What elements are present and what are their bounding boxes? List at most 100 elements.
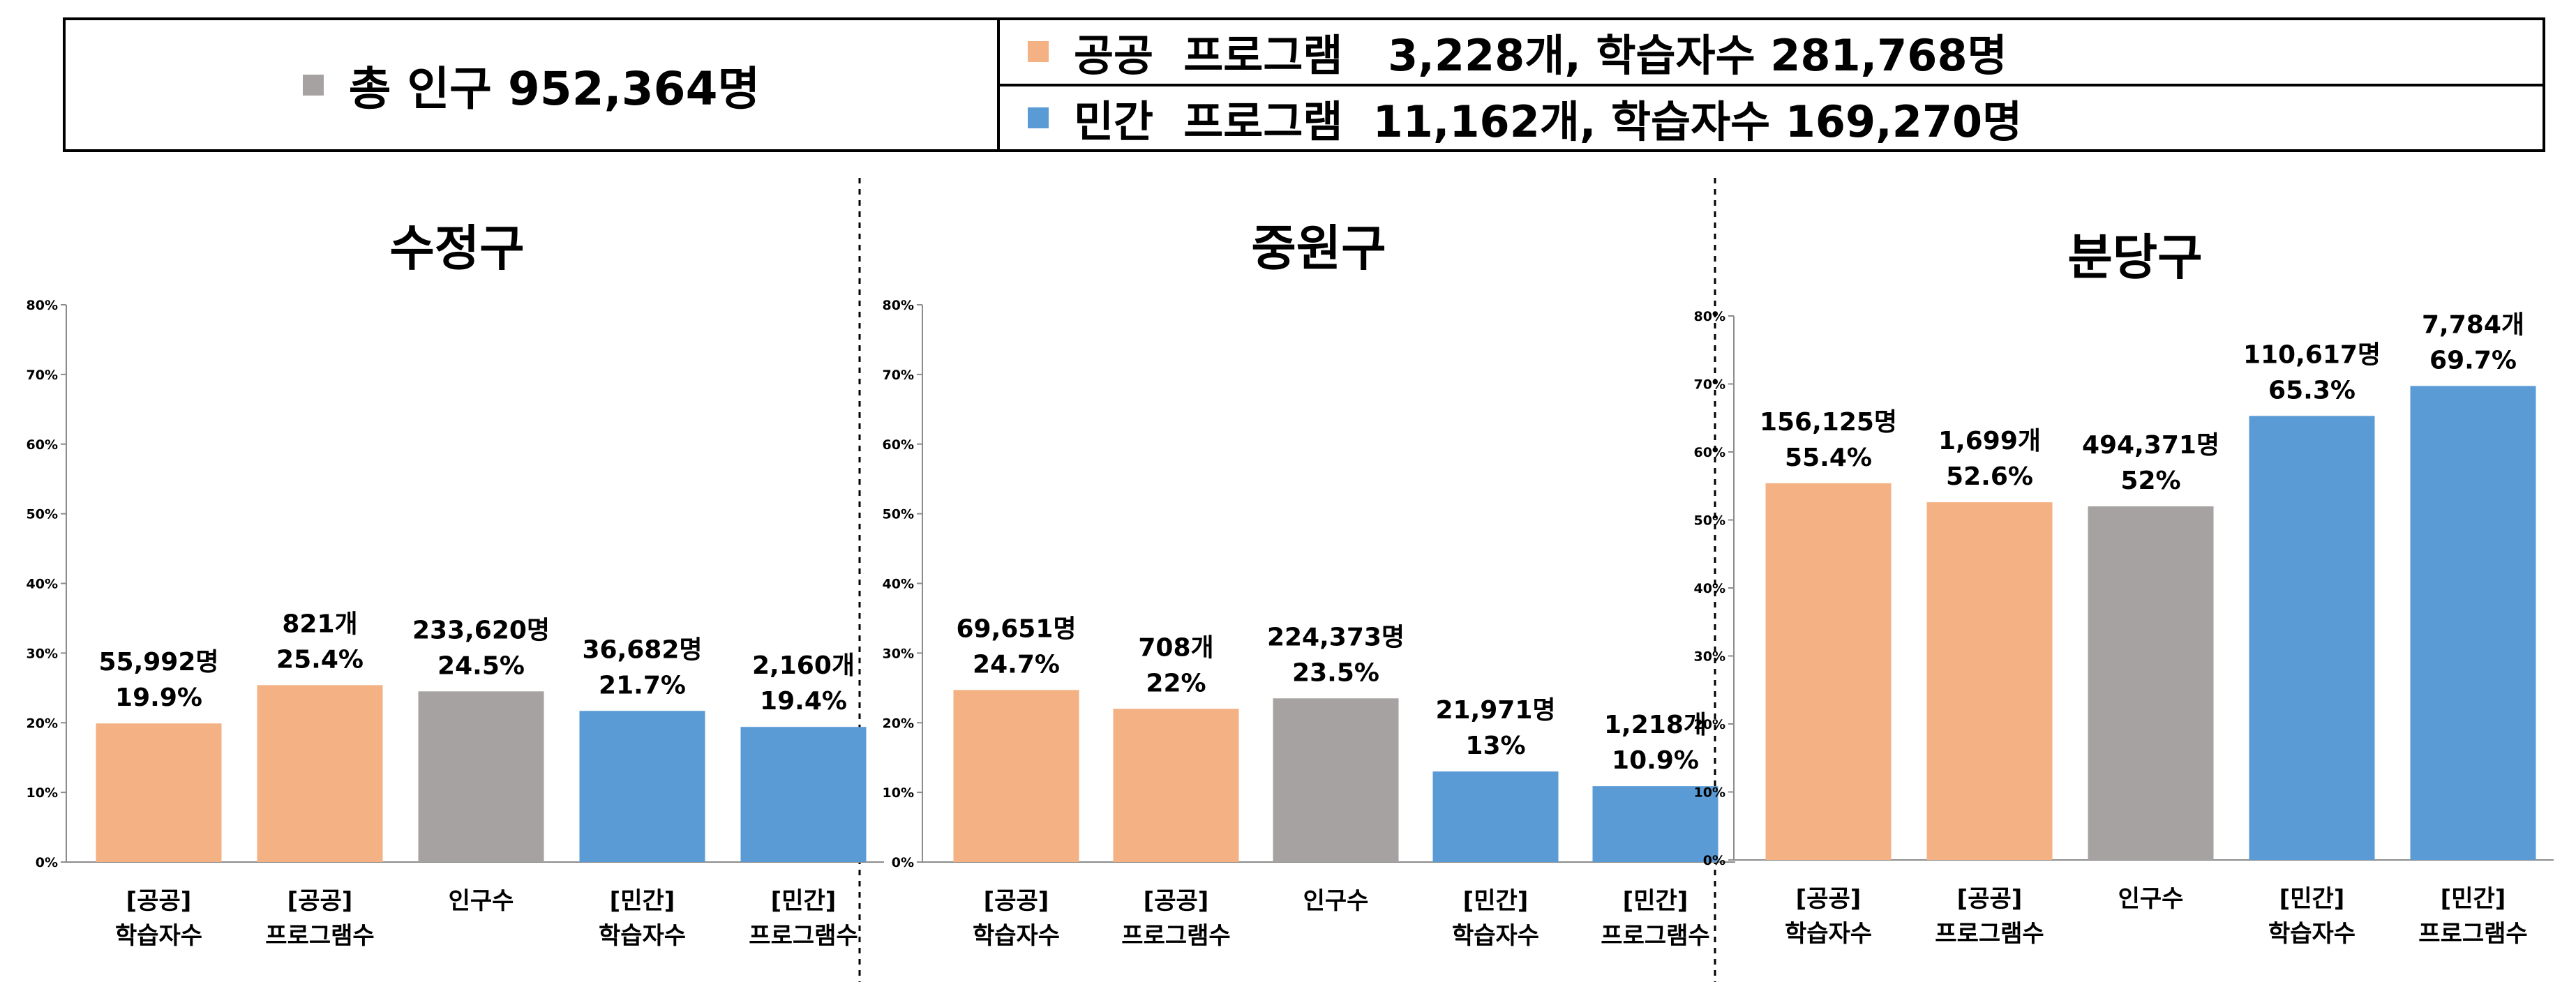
y-tick-label: 20% — [883, 716, 914, 731]
chart-title: 분당구 — [2067, 229, 2202, 286]
x-category-label: 프로그램수 — [1935, 920, 2044, 948]
x-category-label: 인구수 — [1303, 887, 1369, 915]
y-tick-label: 70% — [1694, 377, 1725, 393]
y-tick-label: 30% — [883, 646, 914, 661]
y-tick-label: 10% — [27, 785, 58, 801]
x-category-label: [민간] — [610, 887, 675, 915]
x-category-label: 학습자수 — [2268, 920, 2356, 948]
bar-percent-label: 55.4% — [1785, 444, 1872, 472]
bar-percent-label: 24.5% — [437, 651, 525, 680]
bar-percent-label: 52.6% — [1946, 462, 2033, 491]
bar-percent-label: 19.9% — [115, 683, 202, 712]
y-tick-label: 80% — [27, 298, 58, 313]
bar-count-label: 494,371명 — [2082, 431, 2219, 460]
bar — [1273, 698, 1399, 862]
x-category-label: [민간] — [771, 887, 837, 915]
chart-panel: 분당구 0% 10% 20% 30% 40% 50% 60% 70% 80% 156,125명 55.… — [1694, 229, 2554, 948]
bar — [2410, 386, 2536, 860]
bar-percent-label: 52% — [2120, 467, 2180, 495]
y-tick-label: 50% — [883, 507, 914, 522]
bar-count-label: 708개 — [1138, 633, 1213, 662]
total-population-cell: 총 인구 952,364명 — [66, 20, 1000, 149]
public-legend-swatch — [1028, 41, 1049, 63]
bar — [1113, 709, 1239, 862]
bar-percent-label: 65.3% — [2268, 376, 2356, 405]
bar — [1432, 771, 1559, 862]
x-category-label: [민간] — [2441, 885, 2506, 913]
x-category-label: [민간] — [1623, 887, 1688, 915]
y-tick-label: 30% — [27, 646, 58, 661]
bar-count-label: 69,651명 — [956, 614, 1076, 643]
bar-percent-label: 24.7% — [973, 650, 1060, 679]
bar-percent-label: 69.7% — [2429, 346, 2517, 375]
bar — [1765, 483, 1892, 860]
total-population-label: 총 인구 952,364명 — [348, 61, 761, 116]
y-tick-label: 60% — [883, 437, 914, 453]
y-tick-label: 70% — [883, 368, 914, 383]
x-category-label: [공공] — [1144, 887, 1209, 915]
public-summary-label: 공공 프로그램 3,228개, 학습자수 281,768명 — [1074, 30, 2007, 82]
x-category-label: 학습자수 — [599, 922, 686, 950]
y-tick-label: 40% — [883, 577, 914, 592]
bar-percent-label: 23.5% — [1292, 658, 1379, 687]
x-category-label: 학습자수 — [1452, 922, 1539, 950]
y-tick-label: 10% — [883, 785, 914, 801]
private-summary-label: 민간 프로그램 11,162개, 학습자수 169,270명 — [1074, 96, 2023, 147]
legend-box: 총 인구 952,364명 공공 프로그램 3,228개, 학습자수 281,7… — [63, 17, 2545, 152]
y-tick-label: 60% — [1694, 445, 1725, 460]
bar-count-label: 1,699개 — [1938, 427, 2041, 455]
y-tick-label: 40% — [27, 577, 58, 592]
bar — [740, 727, 867, 862]
bar — [418, 691, 544, 862]
x-category-label: 학습자수 — [973, 922, 1060, 950]
private-summary-row: 민간 프로그램 11,162개, 학습자수 169,270명 — [1000, 83, 2543, 150]
bar-percent-label: 10.9% — [1612, 746, 1699, 775]
private-legend-swatch — [1028, 107, 1049, 128]
y-tick-label: 40% — [1694, 581, 1725, 596]
bar-count-label: 36,682명 — [582, 635, 702, 664]
bar-percent-label: 22% — [1146, 669, 1206, 697]
y-tick-label: 20% — [27, 716, 58, 731]
x-category-label: [공공] — [1796, 885, 1862, 913]
bar-count-label: 233,620명 — [412, 616, 550, 644]
y-tick-label: 30% — [1694, 649, 1725, 665]
bar-count-label: 55,992명 — [98, 648, 218, 677]
bar — [257, 685, 383, 862]
y-tick-label: 10% — [1694, 785, 1725, 801]
y-tick-label: 0% — [1703, 853, 1725, 868]
bar — [953, 690, 1079, 862]
x-category-label: 학습자수 — [1785, 920, 1872, 948]
y-tick-label: 60% — [27, 437, 58, 453]
bar — [579, 711, 705, 862]
x-category-label: [공공] — [1957, 885, 2023, 913]
bar-count-label: 156,125명 — [1760, 408, 1897, 437]
y-tick-label: 50% — [27, 507, 58, 522]
y-tick-label: 80% — [1694, 309, 1725, 324]
y-tick-label: 70% — [27, 368, 58, 383]
public-summary-row: 공공 프로그램 3,228개, 학습자수 281,768명 — [1000, 20, 2543, 84]
bar-percent-label: 13% — [1465, 732, 1525, 760]
x-category-label: 학습자수 — [115, 922, 202, 950]
chart-title: 중원구 — [1251, 220, 1386, 277]
x-category-label: [공공] — [126, 887, 192, 915]
x-category-label: 프로그램수 — [749, 922, 858, 950]
chart-panel: 수정구 0% 10% 20% 30% 40% 50% 60% 70% 80% 55,992명 19.9… — [27, 220, 884, 950]
bar — [96, 723, 222, 862]
x-category-label: [공공] — [287, 887, 353, 915]
bar-percent-label: 21.7% — [599, 671, 686, 700]
y-tick-label: 80% — [883, 298, 914, 313]
program-summary-cell: 공공 프로그램 3,228개, 학습자수 281,768명 민간 프로그램 11… — [1000, 20, 2543, 149]
bar-count-label: 21,971명 — [1435, 696, 1555, 725]
chart-title: 수정구 — [389, 220, 524, 277]
bar — [2249, 416, 2375, 860]
bar-percent-label: 19.4% — [760, 687, 847, 716]
x-category-label: 인구수 — [2118, 885, 2184, 913]
bar-percent-label: 25.4% — [276, 645, 364, 674]
bar — [2088, 506, 2214, 860]
x-category-label: 프로그램수 — [265, 922, 374, 950]
x-category-label: [공공] — [984, 887, 1049, 915]
x-category-label: [민간] — [1463, 887, 1529, 915]
x-category-label: 인구수 — [449, 887, 514, 915]
population-legend-swatch — [302, 74, 324, 96]
